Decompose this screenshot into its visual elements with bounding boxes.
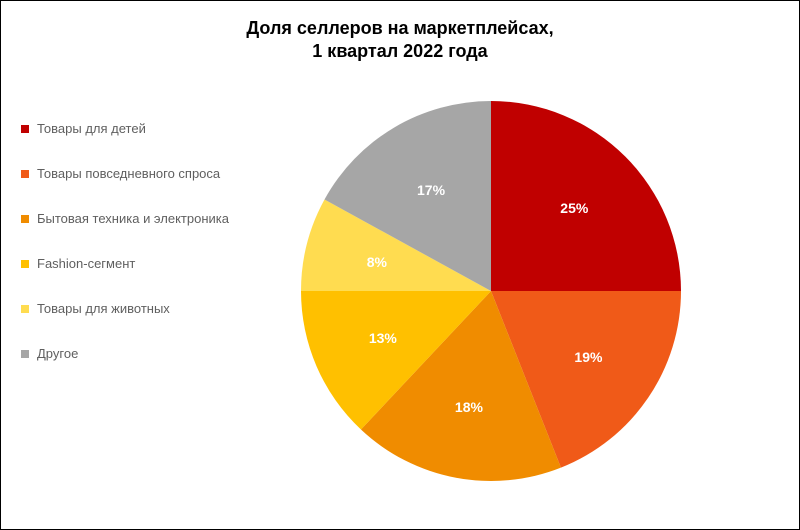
legend-item: Fashion-сегмент [21, 256, 229, 271]
legend-item: Товары для детей [21, 121, 229, 136]
pie-slice-label: 17% [417, 182, 445, 198]
legend-swatch [21, 170, 29, 178]
pie-slice-label: 25% [560, 200, 588, 216]
pie-svg [291, 91, 691, 491]
legend-swatch [21, 125, 29, 133]
pie-slice-label: 19% [574, 349, 602, 365]
legend-swatch [21, 260, 29, 268]
legend: Товары для детей Товары повседневного сп… [21, 121, 229, 361]
legend-item: Товары повседневного спроса [21, 166, 229, 181]
legend-item: Другое [21, 346, 229, 361]
legend-label: Fashion-сегмент [37, 256, 135, 271]
chart-frame: Доля селлеров на маркетплейсах, 1 кварта… [0, 0, 800, 530]
legend-label: Другое [37, 346, 78, 361]
legend-swatch [21, 215, 29, 223]
chart-title-line2: 1 квартал 2022 года [312, 41, 487, 61]
pie-slice-label: 18% [455, 399, 483, 415]
pie-slice-label: 13% [369, 330, 397, 346]
legend-label: Товары для животных [37, 301, 170, 316]
legend-item: Товары для животных [21, 301, 229, 316]
legend-label: Бытовая техника и электроника [37, 211, 229, 226]
pie-chart: 25% 19% 18% 13% 8% 17% [291, 91, 691, 491]
legend-label: Товары для детей [37, 121, 146, 136]
legend-swatch [21, 350, 29, 358]
pie-slice [491, 101, 681, 291]
legend-label: Товары повседневного спроса [37, 166, 220, 181]
legend-item: Бытовая техника и электроника [21, 211, 229, 226]
pie-slice-label: 8% [367, 254, 387, 270]
legend-swatch [21, 305, 29, 313]
chart-title: Доля селлеров на маркетплейсах, 1 кварта… [1, 17, 799, 62]
chart-title-line1: Доля селлеров на маркетплейсах, [246, 18, 553, 38]
